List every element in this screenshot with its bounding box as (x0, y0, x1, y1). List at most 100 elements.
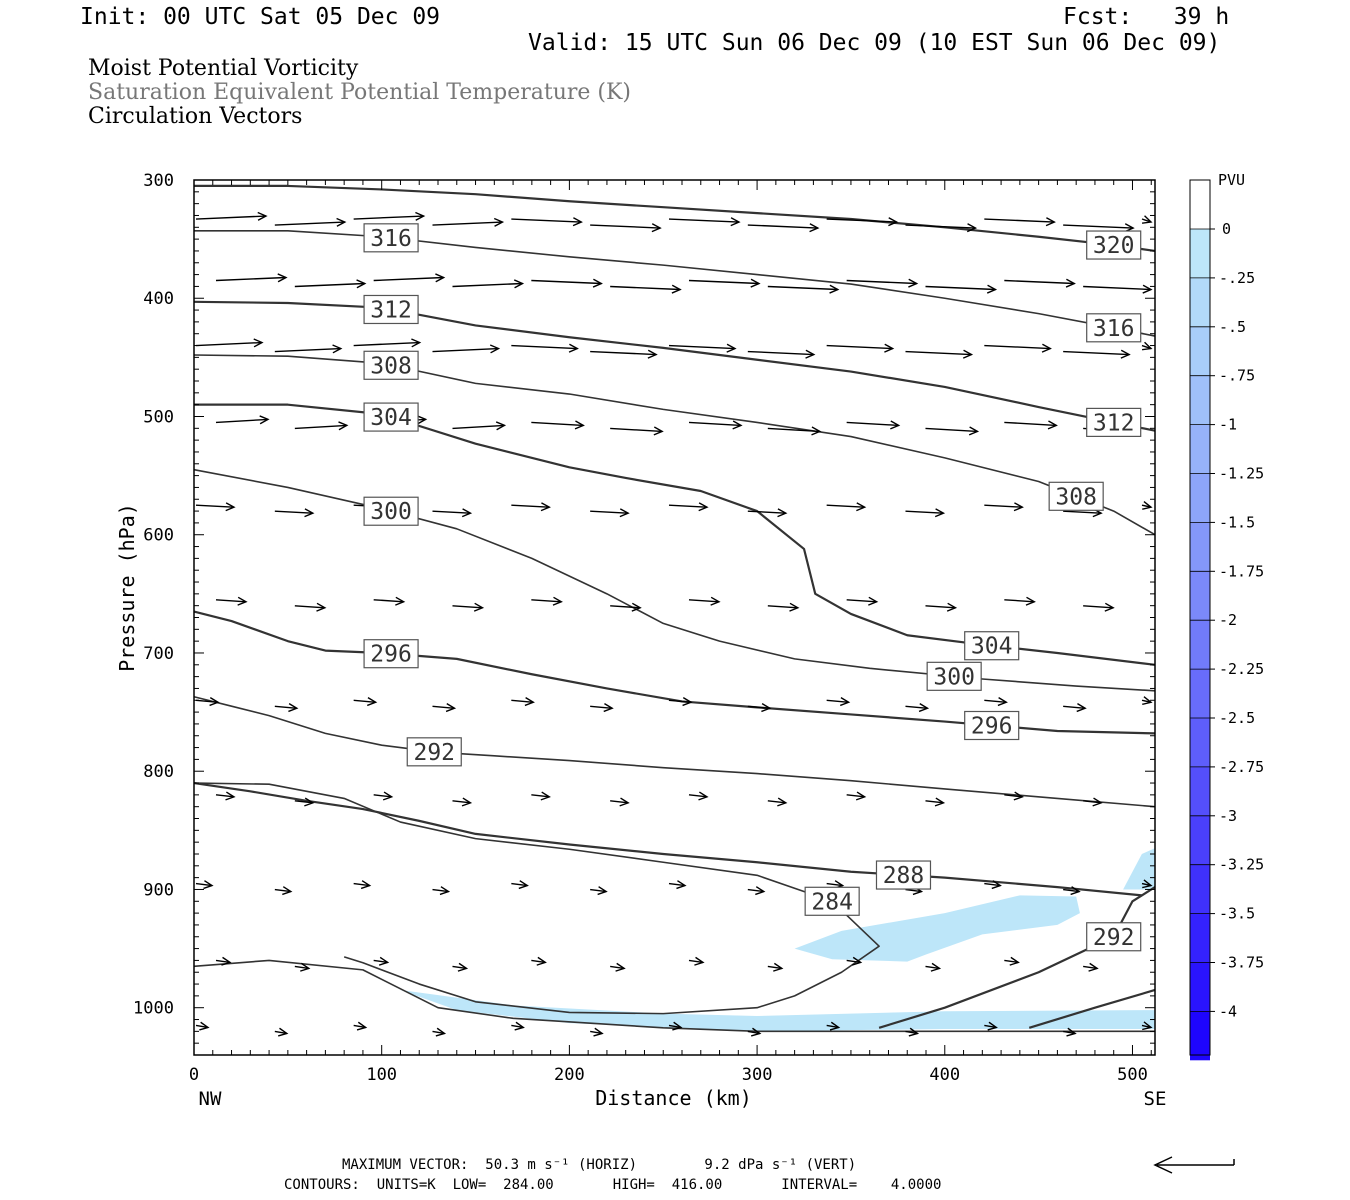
vector-head (1124, 223, 1135, 233)
vector-head (1013, 791, 1024, 801)
vector-head (829, 284, 840, 294)
circulation-vector (668, 218, 740, 223)
circulation-vector (531, 959, 546, 964)
circulation-vector (215, 418, 269, 424)
circulation-vector (767, 965, 782, 970)
vector-head (868, 596, 879, 606)
colorbar-label: -2.25 (1219, 660, 1264, 678)
vector-head (1009, 956, 1020, 966)
y-tick-label: 300 (143, 171, 174, 191)
circulation-vector (826, 504, 865, 508)
contour-label-box (1086, 407, 1142, 437)
circulation-vector (905, 510, 944, 514)
vector-head (417, 415, 428, 425)
vector-head (518, 880, 529, 890)
colorbar-swatch (1190, 864, 1210, 914)
forecast-hour: Fcst: 39 h (1063, 4, 1230, 30)
vector-head (288, 703, 299, 713)
vector-head (946, 602, 958, 612)
colorbar-swatch (1190, 1011, 1210, 1061)
vector-head (461, 508, 473, 518)
circulation-vector (274, 347, 341, 353)
circulation-vector (590, 1030, 603, 1035)
vector-head (934, 797, 946, 807)
vector-head (568, 343, 579, 353)
circulation-vector (274, 510, 313, 514)
colorbar-swatch (1190, 522, 1210, 572)
contour-label-box (363, 639, 419, 669)
vector-head (884, 343, 895, 353)
circulation-vector (373, 959, 388, 964)
colorbar-swatch (1190, 815, 1210, 865)
init-time: Init: 00 UTC Sat 05 Dec 09 (80, 4, 441, 30)
circulation-vector (984, 344, 1051, 350)
vector-head (755, 886, 766, 896)
vector-head (316, 602, 327, 612)
vector-head (574, 420, 585, 430)
vector-head (789, 602, 800, 612)
vector-head (682, 697, 693, 707)
vector-head (672, 1021, 683, 1031)
circulation-vector (511, 1024, 524, 1029)
contours-note: CONTOURS: UNITS=K LOW= 284.00 HIGH= 416.… (284, 1177, 942, 1193)
vector-head (805, 349, 816, 359)
circulation-vector (452, 965, 467, 970)
circulation-vector (846, 279, 917, 285)
circulation-vector (610, 965, 625, 970)
vector-head (750, 1027, 762, 1037)
vector-head (552, 596, 563, 606)
valid-time: Valid: 15 UTC Sun 06 Dec 09 (10 EST Sun … (528, 30, 1221, 56)
vector-head (257, 211, 268, 221)
vector-head (918, 703, 930, 713)
colorbar-label: -2 (1219, 611, 1237, 629)
vector-head (811, 426, 822, 436)
vector-head (540, 502, 551, 512)
circulation-vector (1083, 800, 1102, 804)
colorbar-label: 0 (1222, 220, 1231, 238)
colorbar-label: -1.25 (1219, 465, 1264, 483)
vector-head (934, 508, 946, 518)
circulation-vector (215, 794, 235, 798)
vector-head (199, 1021, 210, 1031)
circulation-vector (274, 705, 297, 709)
vector-head (597, 886, 608, 896)
contour-label-box (363, 402, 419, 432)
contour-label: 308 (1055, 484, 1097, 510)
circulation-vector (905, 350, 972, 356)
circulation-vector (747, 224, 818, 229)
vector-head (908, 1027, 920, 1037)
circulation-vector (215, 959, 231, 964)
vector-head (962, 349, 974, 359)
vector-head (676, 880, 687, 890)
contour-label: 316 (1093, 316, 1135, 342)
circulation-vector (767, 800, 786, 804)
vector-head (851, 956, 863, 966)
circulation-vector (511, 218, 582, 223)
vector-head (445, 703, 457, 713)
vector-head (382, 791, 394, 801)
circulation-vector (826, 699, 849, 703)
circulation-vector (353, 215, 424, 220)
vector-head (1142, 1021, 1153, 1031)
circulation-vector (353, 341, 420, 347)
circulation-vector (274, 221, 345, 226)
vector-head (338, 421, 349, 431)
circulation-vector (668, 504, 708, 508)
vector-head (395, 596, 406, 606)
vector-head (1066, 1027, 1077, 1037)
contour-label: 284 (811, 889, 853, 915)
circulation-vector (925, 800, 944, 804)
colorbar-label: -3.25 (1219, 856, 1264, 874)
vector-head (259, 415, 270, 425)
circulation-vector (668, 699, 692, 703)
circulation-vector (688, 599, 720, 603)
vector-head (1013, 502, 1024, 512)
vector-head (619, 797, 630, 807)
y-tick-label: 1000 (133, 999, 174, 1019)
vector-head (411, 338, 422, 348)
vector-head (750, 278, 761, 288)
vector-head (732, 420, 743, 430)
vector-head (1142, 501, 1153, 510)
contour-label-box (875, 860, 932, 890)
vector-head (839, 697, 851, 707)
